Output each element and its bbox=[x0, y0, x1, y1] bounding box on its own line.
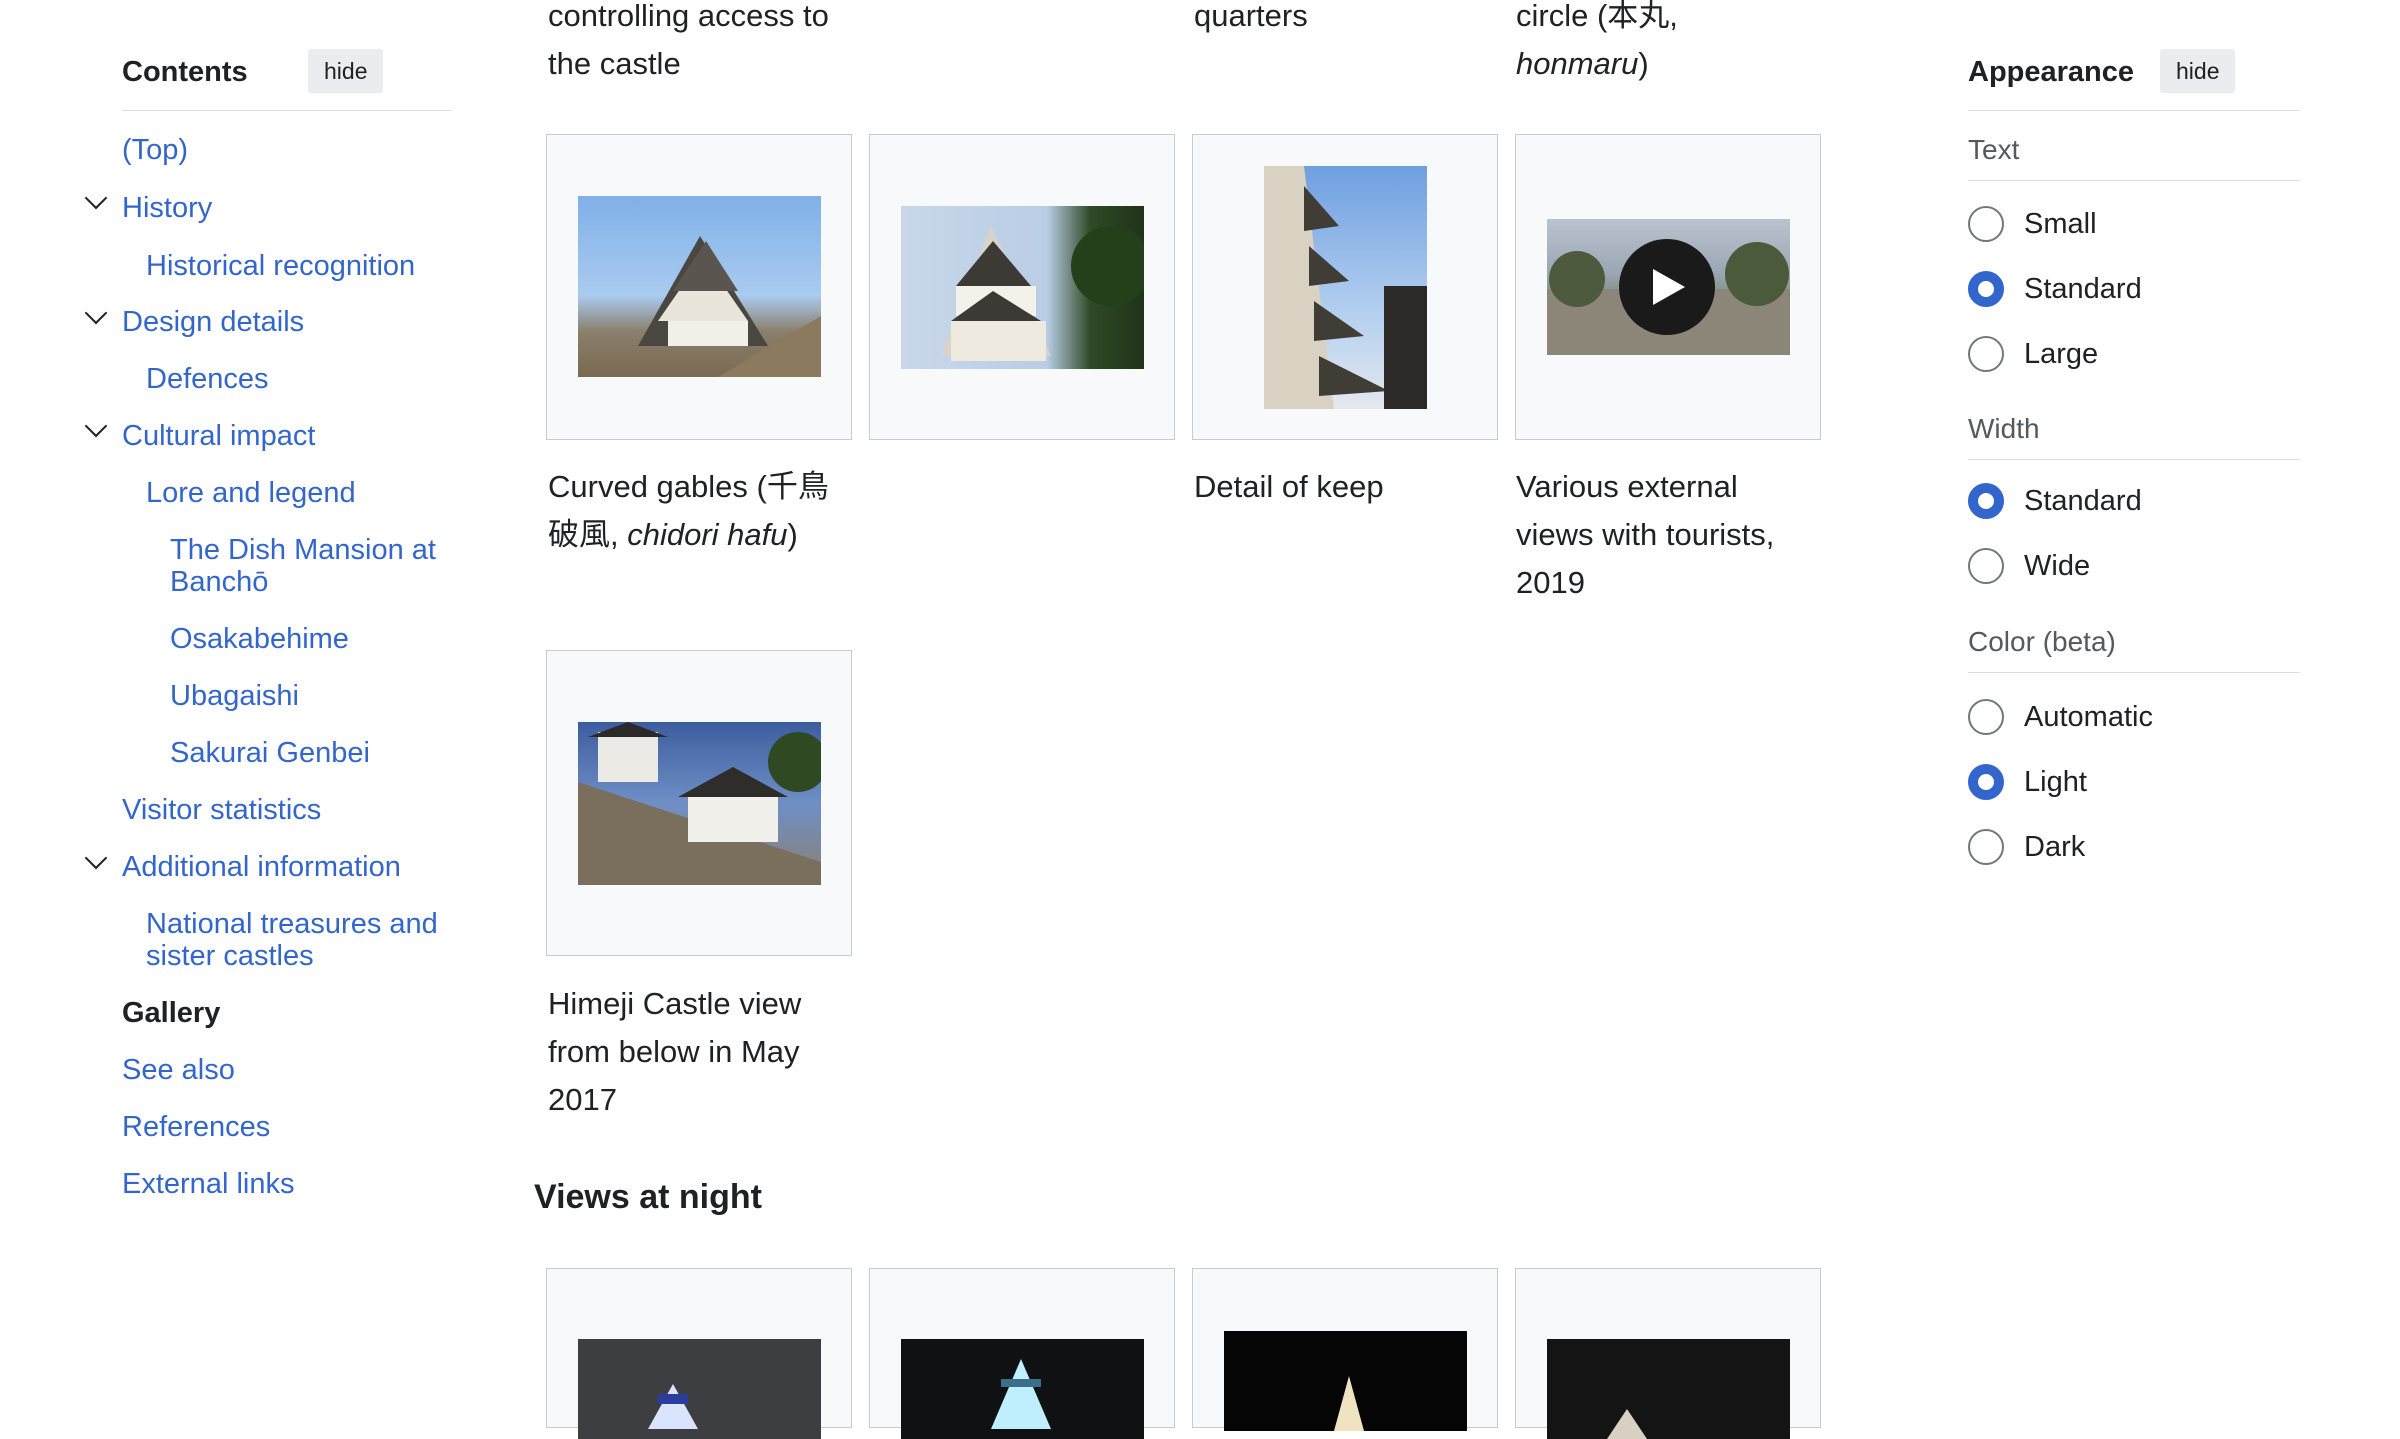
toc-item-sakurai-genbei[interactable]: Sakurai Genbei bbox=[170, 737, 370, 769]
radio-button[interactable] bbox=[1968, 548, 2004, 584]
toc-item-gallery[interactable]: Gallery bbox=[122, 997, 221, 1029]
castle-below-image[interactable] bbox=[578, 722, 821, 885]
toc-item-national-treasures-line2[interactable]: sister castles bbox=[146, 940, 314, 972]
toc-item-lore-and-legend[interactable]: Lore and legend bbox=[146, 477, 356, 509]
toc-item-history[interactable]: History bbox=[122, 192, 213, 224]
gallery-caption: Curved gables (千鳥 破風, chidori hafu) bbox=[548, 469, 829, 552]
gallery-item-castle-trees[interactable] bbox=[869, 134, 1175, 440]
radio-button[interactable] bbox=[1968, 483, 2004, 519]
toc-title: Contents bbox=[122, 56, 248, 88]
gallery-item-night-1[interactable] bbox=[546, 1268, 852, 1439]
gallery-item-external-views-video[interactable] bbox=[1515, 134, 1821, 440]
toc-item-dish-mansion[interactable]: The Dish Mansion at bbox=[170, 534, 436, 566]
toc-hide-button[interactable]: hide bbox=[308, 49, 384, 93]
night-castle-image[interactable] bbox=[578, 1339, 821, 1439]
video-thumbnail[interactable] bbox=[1547, 219, 1790, 355]
text-group-label: Text bbox=[1968, 134, 2300, 181]
toc-item-references[interactable]: References bbox=[122, 1111, 271, 1143]
night-castle-image[interactable] bbox=[1547, 1339, 1790, 1439]
night-castle-image[interactable] bbox=[1224, 1331, 1467, 1431]
toc-item-dish-mansion-line2[interactable]: Banchō bbox=[170, 566, 269, 598]
night-castle-image[interactable] bbox=[901, 1339, 1144, 1439]
gallery-item-detail-of-keep[interactable] bbox=[1192, 134, 1498, 440]
toc-item-design-details[interactable]: Design details bbox=[122, 306, 305, 338]
gallery-caption: quarters bbox=[1194, 0, 1308, 33]
castle-trees-image[interactable] bbox=[901, 206, 1144, 369]
chevron-down-icon[interactable] bbox=[84, 301, 108, 325]
section-heading-views-at-night: Views at night bbox=[534, 1178, 762, 1216]
color-group-label: Color (beta) bbox=[1968, 626, 2300, 673]
toc-item-visitor-statistics[interactable]: Visitor statistics bbox=[122, 794, 322, 826]
gallery-caption: controlling access to the castle bbox=[548, 0, 829, 81]
radio-button[interactable] bbox=[1968, 699, 2004, 735]
gallery-caption: Detail of keep bbox=[1194, 469, 1384, 504]
toc-header: Contents hide bbox=[122, 48, 452, 111]
toc-item-defences[interactable]: Defences bbox=[146, 363, 269, 395]
toc-item-national-treasures[interactable]: National treasures and bbox=[146, 908, 438, 940]
toc-item-osakabehime[interactable]: Osakabehime bbox=[170, 623, 349, 655]
radio-button[interactable] bbox=[1968, 206, 2004, 242]
keep-detail-image[interactable] bbox=[1264, 166, 1427, 409]
castle-gables-image[interactable] bbox=[578, 196, 821, 377]
appearance-header: Appearance hide bbox=[1968, 48, 2300, 111]
gallery-caption: Himeji Castle view from below in May 201… bbox=[548, 986, 802, 1117]
gallery-item-curved-gables[interactable] bbox=[546, 134, 852, 440]
gallery-item-night-3[interactable] bbox=[1192, 1268, 1498, 1431]
chevron-down-icon[interactable] bbox=[84, 186, 108, 210]
toc-item-historical-recognition[interactable]: Historical recognition bbox=[146, 250, 416, 282]
toc-item-ubagaishi[interactable]: Ubagaishi bbox=[170, 680, 299, 712]
chevron-down-icon[interactable] bbox=[84, 414, 108, 438]
toc-item-top[interactable]: (Top) bbox=[122, 134, 189, 166]
toc-item-see-also[interactable]: See also bbox=[122, 1054, 235, 1086]
radio-button[interactable] bbox=[1968, 271, 2004, 307]
radio-button[interactable] bbox=[1968, 764, 2004, 800]
toc-item-cultural-impact[interactable]: Cultural impact bbox=[122, 420, 316, 452]
gallery-caption: circle (本丸, honmaru) bbox=[1516, 0, 1678, 81]
toc-item-additional-information[interactable]: Additional information bbox=[122, 851, 401, 883]
radio-button[interactable] bbox=[1968, 829, 2004, 865]
appearance-hide-button[interactable]: hide bbox=[2160, 49, 2236, 93]
chevron-down-icon[interactable] bbox=[84, 846, 108, 870]
gallery-item-night-2[interactable] bbox=[869, 1268, 1175, 1439]
gallery-caption: Various external views with tourists, 20… bbox=[1516, 469, 1775, 600]
gallery-item-night-4[interactable] bbox=[1515, 1268, 1821, 1439]
appearance-title: Appearance bbox=[1968, 56, 2135, 88]
width-group-label: Width bbox=[1968, 413, 2300, 460]
radio-button[interactable] bbox=[1968, 336, 2004, 372]
gallery-item-view-from-below[interactable] bbox=[546, 650, 852, 956]
toc-item-external-links[interactable]: External links bbox=[122, 1168, 295, 1200]
